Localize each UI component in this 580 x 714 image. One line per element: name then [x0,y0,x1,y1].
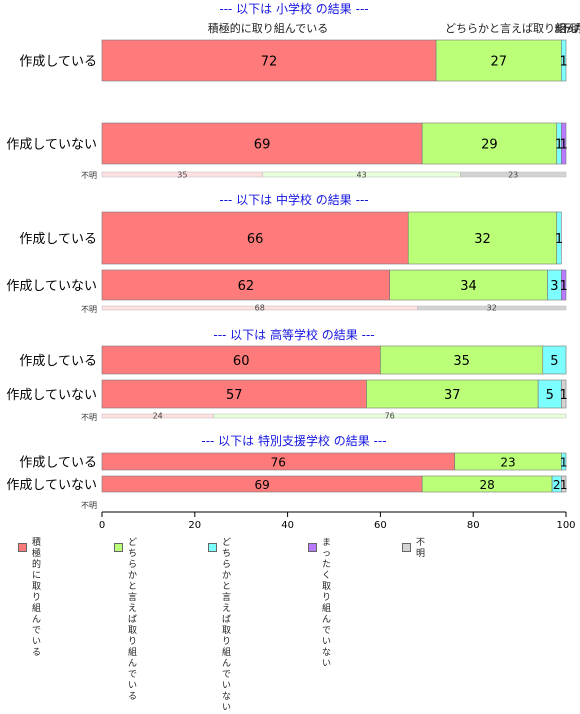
data-label: 2 [553,478,561,492]
legend-label: どちらかと言えば 取り組んでいる [128,538,138,702]
data-label: 5 [546,388,554,403]
bar-segment [407,211,558,265]
chart-legend: 積極的に 取り組んでいる どちらかと言えば 取り組んでいる どちらかと言えば 取り組… [18,538,578,713]
data-label: 1 [560,478,568,492]
data-label: 28 [479,478,494,492]
legend-label: どちらかと言えば 取り組んでいない [222,538,232,713]
data-label: 62 [238,279,255,294]
data-label: 69 [254,478,269,492]
row-label: 作成している [19,456,97,471]
bar-segment [101,211,409,265]
data-label: 1 [560,388,568,403]
bar-segment [101,39,437,82]
bar-segment [561,122,567,165]
bar-segment [561,452,567,471]
bar-segment [101,345,381,375]
data-label: 37 [444,388,461,403]
unknown-value: 68 [255,304,265,313]
legend-label: 不明 [416,538,426,559]
row-label: 作成していない [6,478,97,493]
x-tick-label: 100 [556,520,575,531]
panel-title: --- 以下は 高等学校 の結果 --- [213,327,374,342]
bar-segment [435,39,562,82]
bar-segment [101,269,390,301]
bar-segment [101,379,367,409]
data-label: 5 [550,354,558,369]
data-label: 1 [560,456,568,470]
stacked-bar-chart: 積極的に取り組んでいるどちらかと言えば取り組んでいるまったく不明--- 以下は … [6,1,580,531]
legend-swatch [308,543,317,552]
data-label: 69 [254,138,271,153]
x-tick-label: 40 [281,520,294,531]
bar-segment [421,122,558,165]
top-label-fourth: 不明 [560,22,580,35]
data-label: 76 [271,456,286,470]
data-label: 1 [560,138,568,153]
bar-segment [366,379,539,409]
data-label: 35 [453,354,470,369]
data-label: 66 [247,232,264,247]
unknown-label: 不明 [81,305,97,314]
row-label: 作成している [19,55,97,70]
top-label-third: まったく [553,22,580,35]
legend-swatch [114,543,123,552]
unknown-segment [213,413,567,419]
data-label: 1 [560,55,568,70]
row-label: 作成していない [6,138,97,153]
panel-title: --- 以下は 小学校 の結果 --- [219,1,368,16]
row-label: 作成している [19,232,97,247]
unknown-value: 32 [487,304,497,313]
data-label: 3 [550,279,558,294]
unknown-label: 不明 [81,501,97,510]
unknown-value: 24 [153,412,163,421]
data-label: 32 [474,232,491,247]
data-label: 1 [560,279,568,294]
unknown-label: 不明 [81,171,97,180]
unknown-value: 35 [177,171,187,180]
data-label: 27 [490,55,507,70]
unknown-label: 不明 [81,413,97,422]
unknown-value: 76 [385,412,395,421]
row-label: 作成している [19,354,97,369]
bar-segment [556,211,562,265]
top-label-first: 積極的に取り組んでいる [208,21,328,35]
x-tick-label: 20 [188,520,201,531]
panel-title: --- 以下は 特別支援学校 の結果 --- [201,433,386,448]
data-label: 72 [261,55,278,70]
panel-title: --- 以下は 中学校 の結果 --- [219,192,368,207]
unknown-value: 43 [356,171,366,180]
bar-segment [101,122,423,165]
x-tick-label: 80 [467,520,480,531]
data-label: 34 [460,279,477,294]
legend-swatch [18,543,27,552]
bar-segment [561,269,567,301]
bar-segment [542,345,567,375]
legend-swatch [402,543,411,552]
row-label: 作成していない [6,388,97,403]
legend-label: 積極的に 取り組んでいる [32,538,42,658]
data-label: 1 [555,232,563,247]
row-label: 作成していない [6,279,97,294]
data-label: 23 [500,456,515,470]
unknown-segment [460,171,567,178]
data-label: 29 [481,138,498,153]
data-label: 57 [226,388,243,403]
data-label: 1 [555,138,563,153]
data-label: 60 [233,354,250,369]
bar-segment [561,379,567,409]
bar-segment [561,39,567,82]
bar-segment [380,345,544,375]
unknown-value: 23 [508,171,518,180]
legend-swatch [208,543,217,552]
x-tick-label: 60 [374,520,387,531]
bar-segment [389,269,548,301]
unknown-segment [417,305,567,311]
x-tick-label: 0 [99,520,105,531]
bar-segment [561,475,567,493]
legend-label: まったく 取り組んでいない [322,538,332,669]
